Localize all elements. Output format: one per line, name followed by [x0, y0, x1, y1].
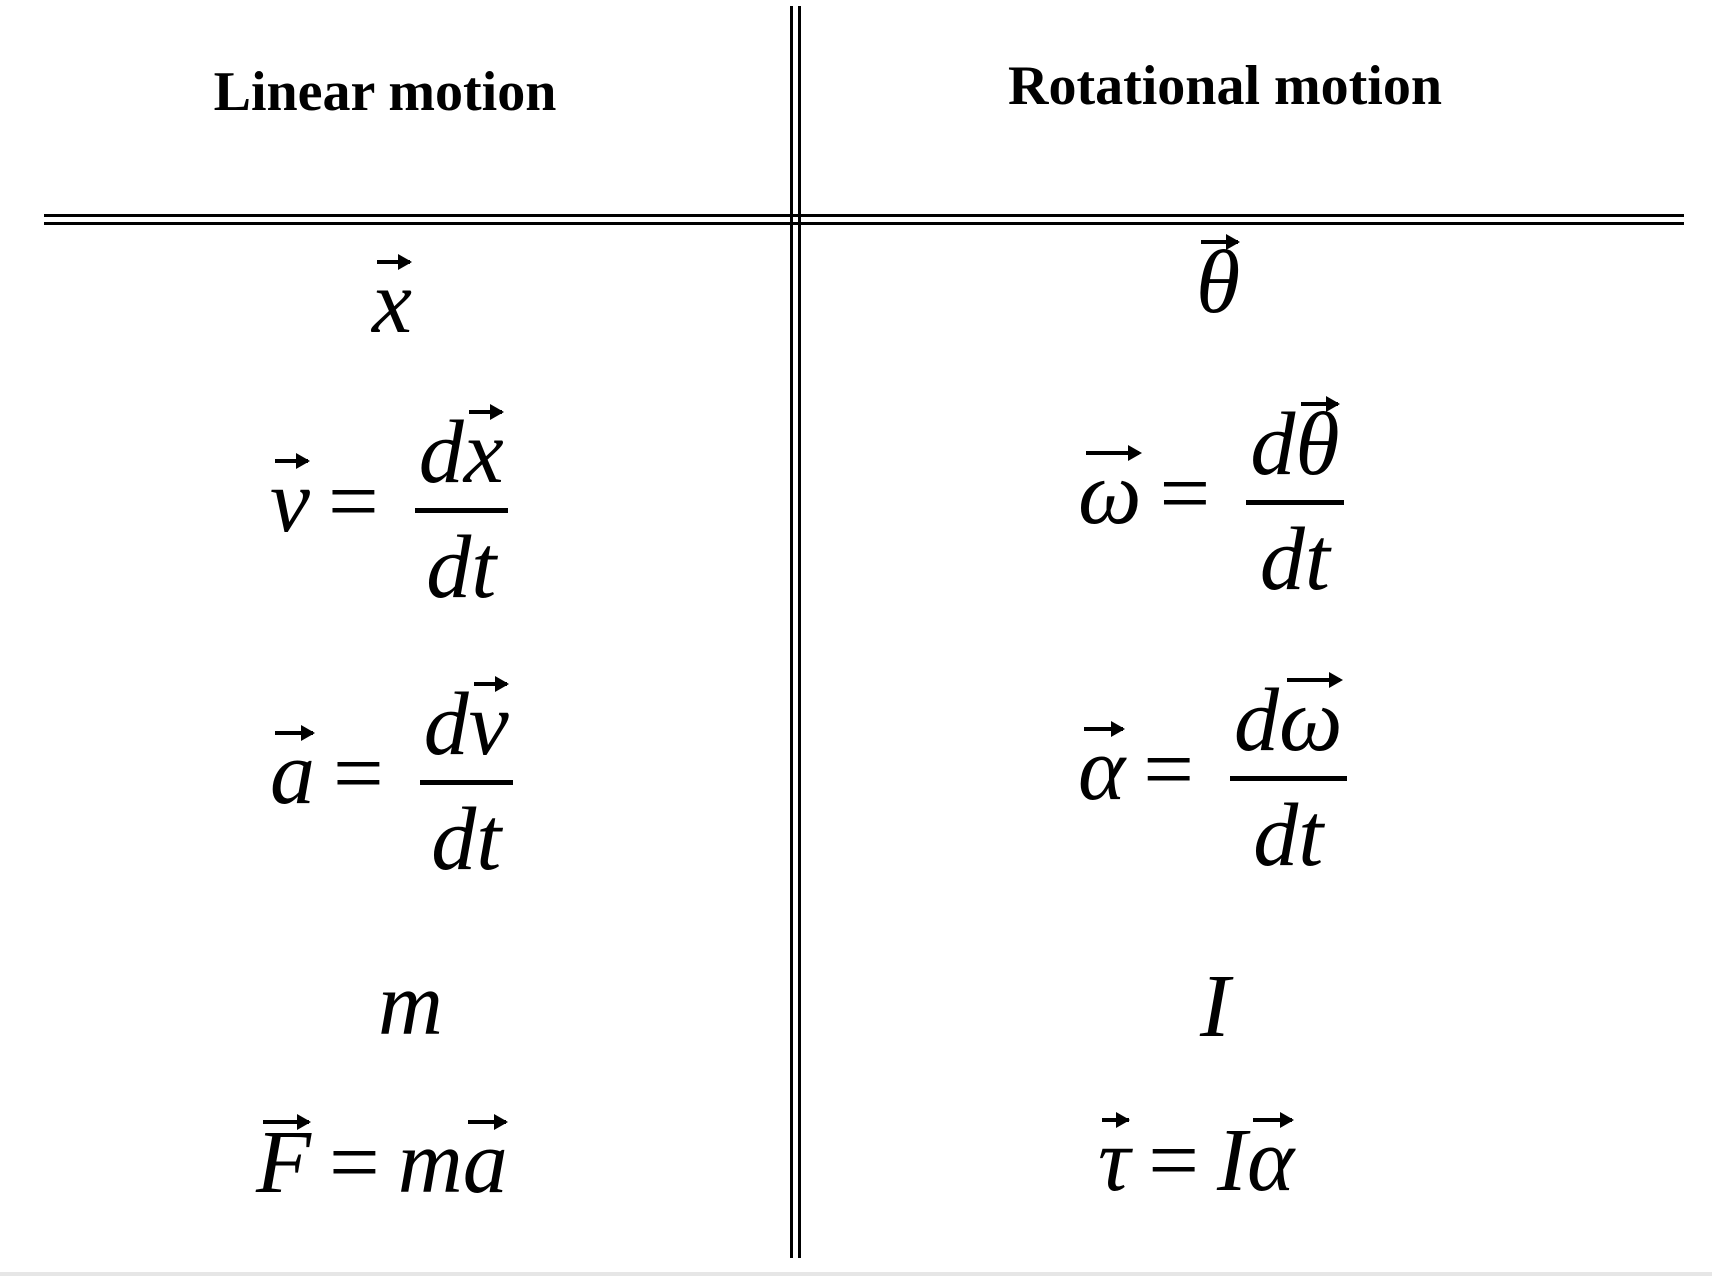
fraction-dtheta-dt: dθ dt: [1246, 395, 1344, 609]
var-alpha-vector: α: [1078, 720, 1126, 820]
equals-sign: =: [328, 1113, 380, 1212]
fraction-bar: [1230, 776, 1347, 781]
var-a-vector: a: [462, 1113, 508, 1212]
linear-position: x: [372, 253, 412, 352]
var-m: m: [378, 955, 443, 1054]
bottom-edge-rule: [0, 1272, 1712, 1276]
fraction-numerator: dx: [418, 403, 504, 502]
var-alpha-vector: α: [1246, 1111, 1295, 1210]
fraction-denominator: dt: [426, 518, 497, 617]
rotational-acceleration-equation: α = dω dt: [1078, 671, 1347, 885]
fraction-numerator: dθ: [1250, 395, 1340, 494]
fraction-numerator: dω: [1234, 671, 1343, 770]
var-x-vector: x: [372, 253, 412, 352]
rotational-position: θ: [1196, 233, 1241, 332]
var-m: m: [397, 1113, 463, 1212]
fraction-bar: [414, 508, 508, 513]
var-a-vector: a: [270, 724, 315, 824]
linear-mass: m: [378, 960, 443, 1050]
var-tau-vector: τ: [1098, 1111, 1131, 1210]
fraction-domega-dt: dω dt: [1230, 671, 1347, 885]
equals-sign: =: [327, 452, 379, 552]
header-linear-motion: Linear motion: [213, 61, 557, 123]
equals-sign: =: [1159, 444, 1211, 544]
fraction-denominator: dt: [1259, 510, 1330, 609]
equals-sign: =: [1148, 1111, 1199, 1210]
fraction-dv-dt: dv dt: [419, 675, 513, 889]
linear-velocity-equation: v = dx dt: [270, 403, 508, 617]
column-divider-left: [790, 6, 793, 1258]
fraction-bar: [1246, 500, 1344, 505]
column-divider-right: [798, 6, 801, 1258]
equals-sign: =: [1143, 720, 1195, 820]
rotational-torque-equation: τ = Iα: [1098, 1111, 1295, 1210]
fraction-bar: [419, 780, 513, 785]
linear-acceleration-equation: a = dv dt: [270, 675, 513, 889]
var-i: I: [1216, 1111, 1247, 1210]
var-i: I: [1200, 957, 1230, 1056]
fraction-denominator: dt: [431, 790, 502, 889]
var-v-vector: v: [270, 452, 310, 552]
fraction-dx-dt: dx dt: [414, 403, 508, 617]
fraction-numerator: dv: [423, 675, 509, 774]
var-f-vector: F: [256, 1113, 311, 1212]
var-theta-vector: θ: [1196, 233, 1241, 332]
header-divider-bottom: [44, 222, 1684, 225]
rotational-inertia: I: [1200, 962, 1230, 1052]
equals-sign: =: [333, 724, 384, 824]
rotational-velocity-equation: ω = dθ dt: [1078, 395, 1344, 609]
fraction-denominator: dt: [1253, 786, 1324, 885]
var-omega-vector: ω: [1078, 444, 1142, 544]
header-divider-top: [44, 214, 1684, 217]
header-rotational-motion: Rotational motion: [1008, 55, 1442, 117]
linear-force-equation: F = ma: [256, 1113, 508, 1212]
